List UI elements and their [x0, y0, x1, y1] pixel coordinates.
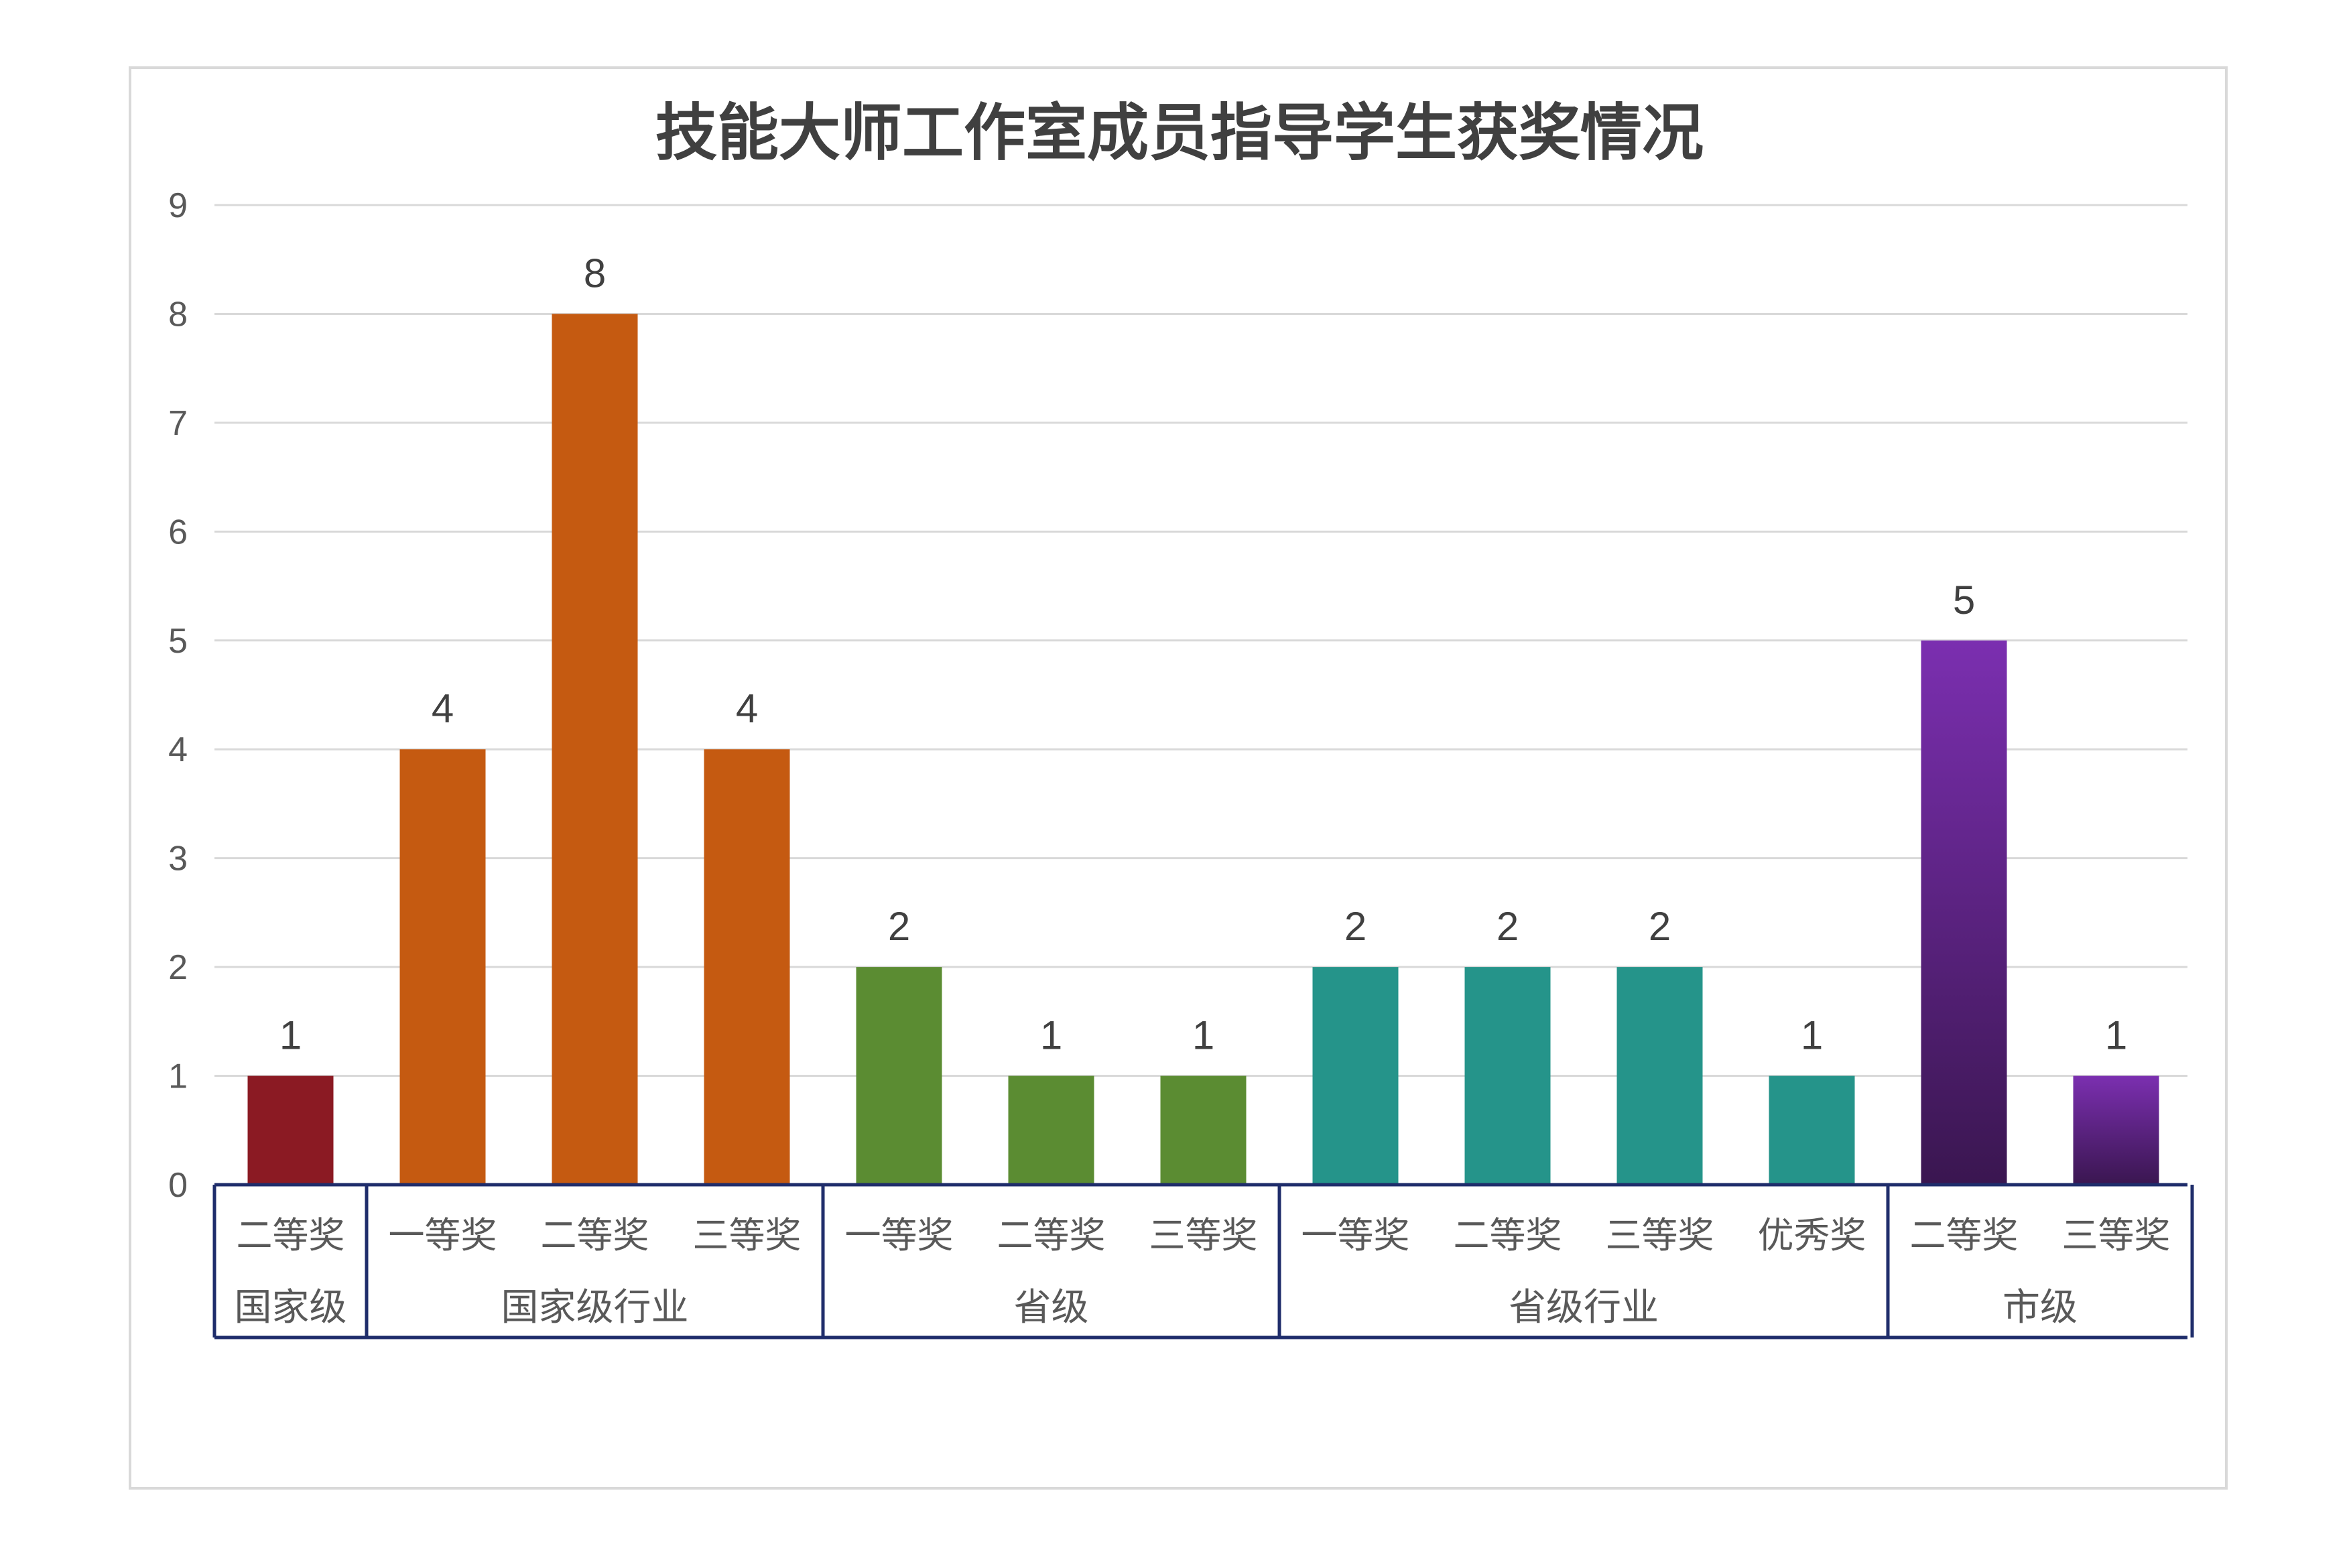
category-label: 三等奖: [2062, 1214, 2171, 1256]
y-tick-label: 2: [168, 948, 188, 987]
bar: [856, 967, 942, 1185]
category-label: 三等奖: [1149, 1214, 1258, 1256]
category-label: 二等奖: [541, 1214, 649, 1256]
group-label: 省级行业: [1509, 1286, 1659, 1329]
category-label: 一等奖: [1301, 1214, 1410, 1256]
y-tick-label: 8: [168, 295, 188, 334]
category-label: 三等奖: [1606, 1214, 1714, 1256]
bar: [1769, 1075, 1855, 1185]
bar: [2073, 1075, 2159, 1185]
group-label: 市级: [2003, 1286, 2078, 1329]
data-labels: 1 4 8 4 2 1 1 2 2 2 1 5 1: [279, 251, 2127, 1057]
bar: [1921, 640, 2007, 1185]
group-label: 省级: [1014, 1286, 1089, 1329]
data-label: 1: [1801, 1013, 1823, 1058]
data-label: 1: [279, 1013, 302, 1058]
data-label: 2: [1344, 904, 1367, 949]
data-label: 2: [1649, 904, 1671, 949]
data-label: 4: [736, 686, 758, 731]
category-label: 三等奖: [693, 1214, 802, 1256]
data-label: 2: [888, 904, 910, 949]
y-tick-label: 5: [168, 622, 188, 661]
category-label: 二等奖: [1910, 1214, 2019, 1256]
bars: [247, 314, 2159, 1185]
bar: [1160, 1075, 1247, 1185]
category-label: 一等奖: [389, 1214, 497, 1256]
bar: [247, 1075, 334, 1185]
data-label: 4: [432, 686, 454, 731]
category-label: 一等奖: [845, 1214, 954, 1256]
group-label: 国家级行业: [501, 1286, 689, 1329]
bar: [399, 749, 486, 1185]
category-label: 二等奖: [1454, 1214, 1562, 1256]
y-tick-label: 3: [168, 840, 188, 878]
bar: [552, 314, 638, 1185]
data-label: 2: [1497, 904, 1519, 949]
y-tick-label: 1: [168, 1057, 188, 1096]
y-tick-label: 0: [168, 1166, 188, 1205]
bar: [1616, 967, 1703, 1185]
category-label: 二等奖: [237, 1214, 345, 1256]
y-axis-ticks: 0 1 2 3 4 5 6 7 8 9: [168, 186, 188, 1205]
bar: [1008, 1075, 1094, 1185]
gridlines: [214, 204, 2187, 1077]
data-label: 1: [2105, 1013, 2127, 1058]
data-label: 5: [1953, 578, 1975, 623]
y-tick-label: 7: [168, 404, 188, 443]
y-tick-label: 9: [168, 186, 188, 225]
data-label: 1: [1192, 1013, 1214, 1058]
data-label: 8: [584, 251, 606, 296]
chart-title: 技能大师工作室成员指导学生获奖情况: [655, 97, 1704, 169]
data-label: 1: [1040, 1013, 1062, 1058]
category-label: 优秀奖: [1758, 1214, 1866, 1256]
bar: [1312, 967, 1399, 1185]
bar: [1464, 967, 1551, 1185]
category-label: 二等奖: [997, 1214, 1106, 1256]
y-tick-label: 6: [168, 513, 188, 551]
group-label: 国家级: [235, 1286, 347, 1329]
y-tick-label: 4: [168, 730, 188, 769]
bar: [704, 749, 790, 1185]
